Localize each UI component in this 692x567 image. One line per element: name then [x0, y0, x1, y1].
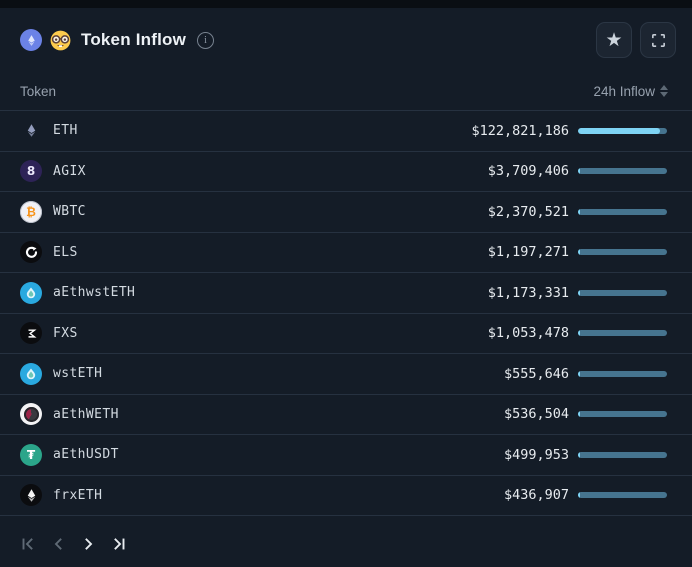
inflow-bar-fill [578, 492, 580, 499]
expand-icon [651, 33, 665, 47]
table-row[interactable]: ₮ aEthUSDT $499,953 [0, 435, 692, 476]
inflow-bar-fill [578, 411, 580, 418]
next-page-button[interactable] [81, 536, 97, 552]
inflow-value: $3,709,406 [487, 163, 569, 180]
agix-logo: 8 [20, 160, 42, 183]
inflow-bar-fill [578, 370, 580, 377]
frxeth-logo [20, 484, 42, 507]
table-column-header: Token 24h Inflow [0, 72, 692, 110]
inflow-bar [578, 127, 667, 134]
top-bar [0, 0, 692, 8]
favorite-button[interactable]: ★ [596, 22, 632, 58]
wbtc-logo: ₿ [20, 200, 42, 223]
token-symbol: ELS [53, 244, 78, 260]
column-24h-inflow[interactable]: 24h Inflow [593, 83, 655, 99]
last-page-button[interactable] [112, 536, 128, 552]
token-symbol: aEthWETH [53, 406, 119, 422]
widget-header: Token Inflow i ★ [0, 8, 692, 72]
eth-logo [20, 120, 42, 142]
token-symbol: aEthUSDT [53, 447, 119, 463]
aethwsteth-logo [20, 281, 42, 304]
inflow-bar-fill [578, 289, 580, 296]
page-title: Token Inflow [81, 30, 187, 49]
table-row[interactable]: ELS $1,197,271 [0, 233, 692, 273]
eth-coin-badge-icon [20, 29, 42, 51]
table-row[interactable]: 8 AGIX $3,709,406 [0, 152, 692, 192]
sort-icon[interactable] [660, 85, 668, 97]
inflow-bar [578, 492, 667, 499]
table-row[interactable]: ₿ WBTC $2,370,521 [0, 192, 692, 233]
token-symbol: WBTC [53, 204, 86, 220]
wsteth-logo [20, 362, 42, 385]
table-row[interactable]: ETH $122,821,186 [0, 111, 692, 152]
nerd-face-emoji-icon [49, 29, 71, 51]
inflow-value: $436,907 [503, 487, 569, 504]
aethusdt-logo: ₮ [20, 443, 42, 466]
inflow-bar-fill [578, 168, 581, 175]
table-row[interactable]: FXS $1,053,478 [0, 314, 692, 354]
inflow-value: $536,504 [503, 406, 569, 423]
pagination [0, 516, 692, 567]
table-row[interactable]: aEthwstETH $1,173,331 [0, 273, 692, 314]
inflow-bar-fill [578, 208, 580, 215]
inflow-value: $1,197,271 [487, 244, 569, 261]
inflow-bar [578, 370, 667, 377]
inflow-bar [578, 451, 667, 458]
token-symbol: ETH [53, 123, 78, 139]
inflow-value: $1,173,331 [487, 284, 569, 301]
token-symbol: frxETH [53, 487, 103, 503]
inflow-bar-fill [578, 249, 580, 256]
inflow-bar [578, 330, 667, 337]
table-row[interactable]: aEthWETH $536,504 [0, 395, 692, 435]
inflow-bar [578, 411, 667, 418]
token-symbol: aEthwstETH [53, 285, 136, 301]
token-table-body: ETH $122,821,186 8 AGIX $3,709,406 ₿ WBT… [0, 110, 692, 516]
star-icon: ★ [605, 29, 623, 51]
token-symbol: wstETH [53, 366, 103, 382]
token-symbol: FXS [53, 325, 78, 341]
table-row[interactable]: wstETH $555,646 [0, 354, 692, 395]
inflow-bar [578, 249, 667, 256]
prev-page-button[interactable] [50, 536, 66, 552]
first-page-button[interactable] [19, 536, 35, 552]
inflow-bar-fill [578, 451, 580, 458]
inflow-bar-fill [578, 127, 660, 134]
token-inflow-widget: Token Inflow i ★ Token 24h Inflow [0, 8, 692, 567]
fxs-logo [20, 322, 42, 345]
inflow-bar [578, 289, 667, 296]
column-token: Token [20, 83, 57, 99]
table-row[interactable]: frxETH $436,907 [0, 476, 692, 516]
info-icon[interactable]: i [197, 31, 215, 49]
inflow-bar [578, 168, 667, 175]
inflow-value: $122,821,186 [471, 122, 569, 139]
inflow-value: $1,053,478 [487, 325, 569, 342]
inflow-bar-fill [578, 330, 580, 337]
inflow-value: $555,646 [503, 365, 569, 382]
inflow-value: $499,953 [503, 446, 569, 463]
aethweth-logo [20, 403, 42, 426]
inflow-bar [578, 208, 667, 215]
token-symbol: AGIX [53, 163, 86, 179]
els-logo [20, 241, 42, 264]
inflow-value: $2,370,521 [487, 203, 569, 220]
expand-button[interactable] [640, 22, 676, 58]
